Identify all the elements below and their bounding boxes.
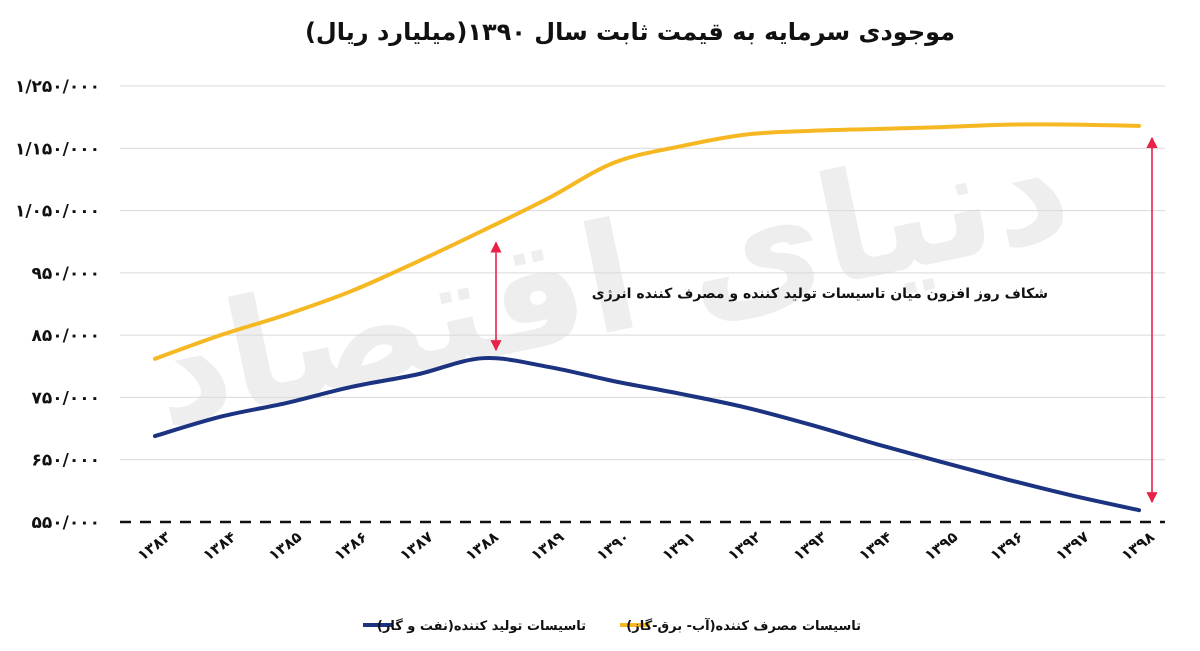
series-line-producers <box>153 356 1141 513</box>
x-tick-label: ۱۳۸۵ <box>265 528 305 565</box>
x-tick-label: ۱۳۹۱ <box>659 528 699 565</box>
x-tick-label: ۱۳۹۳ <box>790 528 830 565</box>
x-tick-label: ۱۳۸۳ <box>134 528 174 565</box>
x-tick-label: ۱۳۸۹ <box>528 528 568 565</box>
watermark-text: دنیای اقتصاد <box>135 98 1083 462</box>
legend-label-producers: تاسیسات تولید کننده(نفت و گاز) <box>377 618 586 634</box>
y-tick-label: ۹۵۰/۰۰۰ <box>32 264 100 284</box>
x-tick-label: ۱۳۸۶ <box>331 528 371 565</box>
x-tick-label: ۱۳۸۷ <box>396 528 436 565</box>
x-tick-label: ۱۳۹۶ <box>987 528 1027 565</box>
x-tick-label: ۱۳۹۴ <box>856 528 896 565</box>
y-tick-label: ۱/۰۵۰/۰۰۰ <box>15 202 100 222</box>
legend: تاسیسات تولید کننده(نفت و گاز) تاسیسات م… <box>363 617 861 634</box>
gridlines <box>120 85 1165 461</box>
y-tick-label: ۸۵۰/۰۰۰ <box>32 326 100 346</box>
x-tick-label: ۱۳۸۴ <box>200 528 240 565</box>
y-tick-label: ۵۵۰/۰۰۰ <box>32 513 100 533</box>
y-tick-label: ۱/۱۵۰/۰۰۰ <box>15 139 100 159</box>
y-tick-label: ۱/۲۵۰/۰۰۰ <box>15 77 100 97</box>
x-axis-tick-labels: ۱۳۸۳ ۱۳۸۴ ۱۳۸۵ ۱۳۸۶ ۱۳۸۷ ۱۳۸۸ ۱۳۸۹ ۱۳۹۰ ۱۳۹۱ ۱۳۹۲… <box>134 528 1158 565</box>
x-tick-label: ۱۳۹۵ <box>921 528 961 565</box>
y-tick-label: ۶۵۰/۰۰۰ <box>32 451 100 471</box>
y-axis-tick-labels: ۵۵۰/۰۰۰ ۶۵۰/۰۰۰ ۷۵۰/۰۰۰ ۸۵۰/۰۰۰ ۹۵۰/۰۰۰ ۱/۰۵۰… <box>15 77 100 533</box>
x-tick-label: ۱۳۹۲ <box>724 528 764 565</box>
x-tick-label: ۱۳۸۸ <box>462 528 502 565</box>
x-tick-label: ۱۳۹۰ <box>593 528 633 565</box>
series-line-consumers <box>153 122 1141 361</box>
x-tick-label: ۱۳۹۸ <box>1118 528 1158 565</box>
gap-annotation: شکاف روز افزون میان تاسیسات تولید کننده … <box>592 286 1048 302</box>
legend-label-consumers: تاسیسات مصرف کننده(آب- برق-گاز) <box>626 617 861 634</box>
chart-title: موجودی سرمایه به قیمت ثابت سال ۱۳۹۰(میلی… <box>305 18 955 46</box>
y-tick-label: ۷۵۰/۰۰۰ <box>32 388 100 408</box>
series-lines <box>153 122 1141 513</box>
x-tick-label: ۱۳۹۷ <box>1052 528 1092 565</box>
